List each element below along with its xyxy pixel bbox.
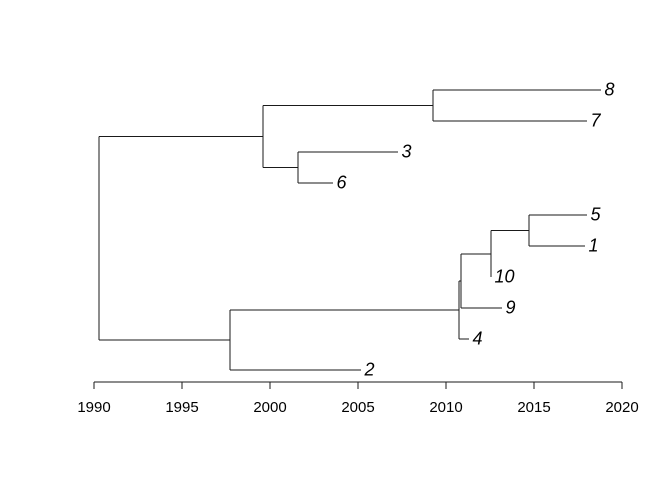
tip-label-1: 1 (589, 236, 599, 256)
x-axis-tick-label-2005: 2005 (341, 399, 374, 416)
tip-label-6: 6 (337, 173, 348, 193)
tip-label-7: 7 (591, 111, 602, 131)
x-axis-tick-label-2000: 2000 (253, 399, 286, 416)
tree-branches (98, 89, 601, 371)
x-axis-tick-label-2020: 2020 (605, 399, 638, 416)
x-axis-tick-label-2010: 2010 (429, 399, 462, 416)
tip-label-5: 5 (591, 205, 602, 225)
tip-label-2: 2 (364, 360, 375, 380)
x-axis-tick-label-2015: 2015 (517, 399, 550, 416)
tip-label-8: 8 (605, 80, 615, 100)
tip-label-3: 3 (402, 142, 412, 162)
tip-label-10: 10 (495, 267, 515, 287)
x-axis-tick-label-1990: 1990 (77, 399, 110, 416)
tip-label-9: 9 (506, 298, 516, 318)
tip-label-4: 4 (473, 329, 483, 349)
tip-labels: 87 3 6 5 1 10 9 4 2 (337, 80, 615, 380)
x-axis-tick-label-1995: 1995 (165, 399, 198, 416)
time-axis: 1990 1995 2000 2005 2010 2015 2020 (77, 381, 639, 416)
